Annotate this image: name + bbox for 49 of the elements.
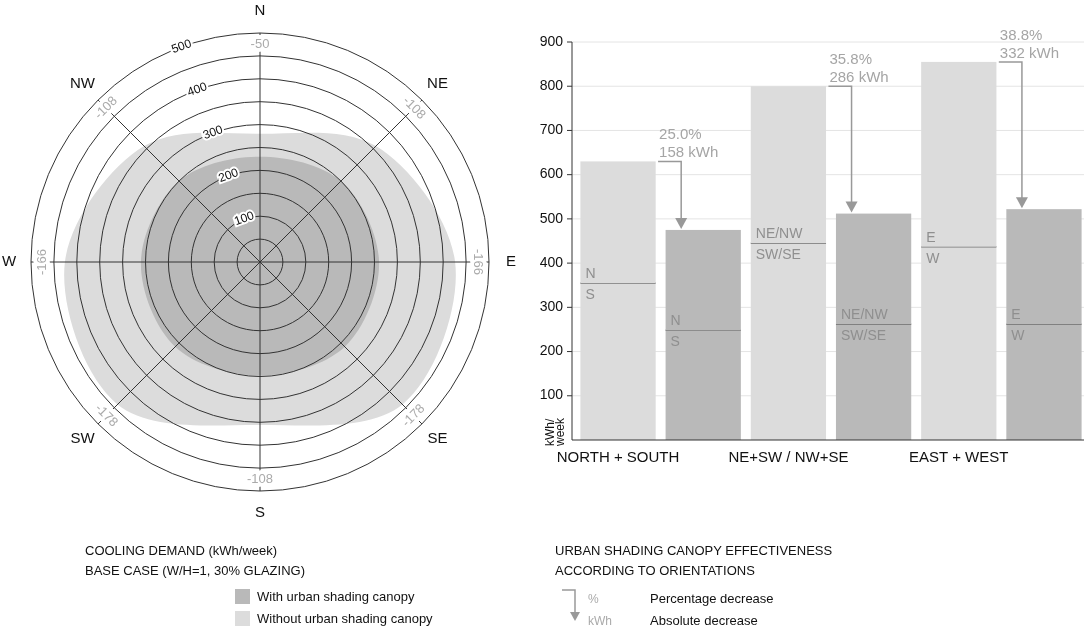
spoke-label: SW [70,429,96,447]
data-label: W [926,249,941,266]
text: URBAN SHADING CANOPY EFFECTIVENESS ACCORDING TO ORIENTATIONS [555,543,833,578]
y-tick-label: 400 [185,78,210,100]
y-tick-label: 600 [539,165,564,182]
y-tick-label: 100 [232,208,257,229]
text: -108 [400,92,430,122]
spoke-label: SE [427,429,448,447]
annotation: 38.8% 332 kWh [999,25,1060,61]
data-label: N [585,265,596,282]
x-tick-label: NORTH + SOUTH [556,448,680,465]
spoke-label: NE [427,74,448,92]
y-tick-label: 300 [539,298,564,315]
spoke-label: S [254,502,266,520]
spoke-label: N [254,0,266,18]
legend-label: With urban shading canopy [257,589,416,604]
data-label: E [926,228,936,245]
text: Percentage decrease [650,591,774,606]
y-tick-label: 700 [539,121,564,138]
spoke-label: E [505,251,517,269]
legend-label: Without urban shading canopy [257,611,434,626]
x-tick-label: EAST + WEST [909,448,1009,465]
y-tick-label: 300 [200,122,225,143]
y-tick-label: 100 [539,386,564,403]
y-tick-label: 200 [216,165,241,186]
x-tick-label: NE+SW / NW+SE [728,448,849,465]
spoke-label: W [1,251,17,269]
y-tick-label: 500 [169,35,194,57]
annotation: 35.8% 286 kWh [829,50,889,86]
y-axis-title: kWh/ week [543,416,567,447]
legend-title: COOLING DEMAND (kWh/week) BASE CASE (W/H=1, 30% GLAZING) [85,543,305,578]
y-tick-label: 800 [539,76,564,93]
data-label: SW/SE [755,246,801,263]
annotation: 25.0% 158 kWh [659,125,719,161]
text: -178 [92,400,122,430]
text: Absolute decrease [650,613,758,628]
text: -166 [471,248,487,276]
data-label: NE/NW [755,225,804,242]
y-tick-label: 900 [539,32,564,49]
text: -166 [33,248,49,276]
text: -108 [90,92,120,122]
data-label: S [585,286,595,303]
text: kWh [588,614,612,628]
y-tick-label: 500 [539,209,564,226]
text: -178 [398,400,428,430]
y-tick-label: 200 [539,342,564,359]
text: % [588,592,599,606]
y-tick-label: 400 [539,253,564,270]
spoke-label: NW [70,74,96,92]
